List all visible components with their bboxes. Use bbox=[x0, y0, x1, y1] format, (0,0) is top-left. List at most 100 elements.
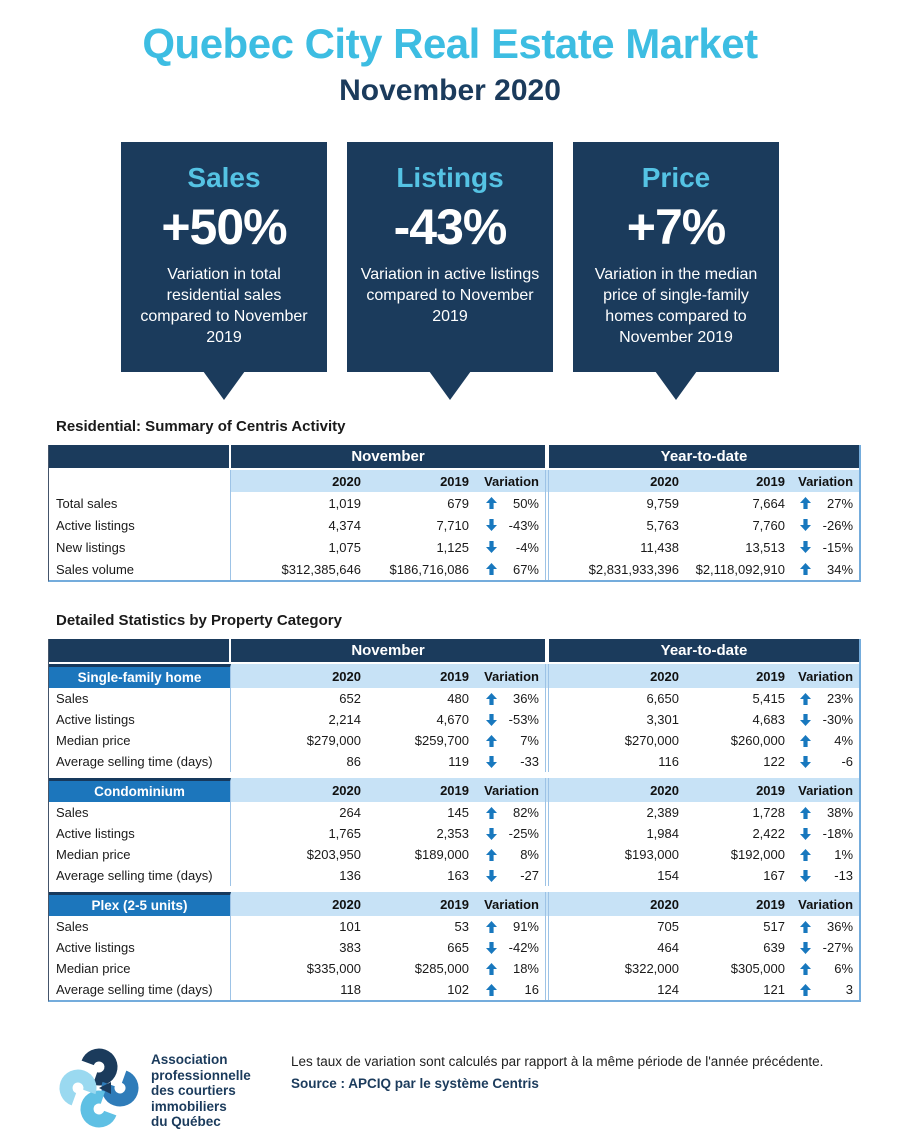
table-row-avg-selling-time: Average selling time (days) 86 119 -33 1… bbox=[49, 751, 860, 772]
variation-arrow-icon bbox=[486, 563, 497, 575]
variation-arrow-icon bbox=[800, 848, 812, 861]
footnote-block: Les taux de variation sont calculés par … bbox=[291, 1054, 823, 1091]
category-header-row-condominium: Condominium 2020 2019 Variation 2020 201… bbox=[49, 778, 860, 802]
variation-note: Les taux de variation sont calculés par … bbox=[291, 1054, 824, 1069]
variation-value: 8% bbox=[520, 847, 539, 862]
ytd-2019-value: 517 bbox=[689, 916, 795, 937]
nov-variation-cell: -4% bbox=[479, 536, 545, 558]
col-header-2020: 2020 bbox=[231, 470, 371, 492]
logo-text-line: du Québec bbox=[151, 1114, 221, 1129]
callout-value: +7% bbox=[626, 199, 726, 255]
col-header-variation: Variation bbox=[479, 778, 545, 802]
column-header-row: 2020 2019 Variation 2020 2019 Variation bbox=[49, 470, 860, 492]
nov-2020-value: $279,000 bbox=[231, 730, 371, 751]
callout-title: Price bbox=[641, 162, 711, 193]
ytd-2019-value: $260,000 bbox=[689, 730, 795, 751]
callout-sales: Sales +50% Variation in total residentia… bbox=[121, 142, 327, 372]
variation-arrow-icon bbox=[800, 692, 812, 705]
section-spacer bbox=[49, 886, 860, 892]
category-header-row-single-family: Single-family home 2020 2019 Variation 2… bbox=[49, 664, 860, 688]
group-divider bbox=[545, 558, 549, 580]
ytd-2020-value: 9,759 bbox=[549, 492, 689, 514]
variation-arrow-icon bbox=[800, 962, 812, 975]
ytd-2020-value: $270,000 bbox=[549, 730, 689, 751]
variation-arrow-icon bbox=[486, 541, 497, 553]
col-header-2019: 2019 bbox=[689, 664, 795, 688]
nov-2019-value: 4,670 bbox=[371, 709, 479, 730]
row-label: Total sales bbox=[49, 492, 231, 514]
row-label: New listings bbox=[49, 536, 231, 558]
ytd-variation-cell: -30% bbox=[795, 709, 860, 730]
nov-2019-value: $189,000 bbox=[371, 844, 479, 865]
col-header-2020: 2020 bbox=[231, 778, 371, 802]
col-header-variation: Variation bbox=[795, 892, 860, 916]
table-row-sales-volume: Sales volume $312,385,646 $186,716,086 6… bbox=[49, 558, 860, 580]
variation-value: 3 bbox=[845, 982, 854, 997]
nov-2020-value: 264 bbox=[231, 802, 371, 823]
group-divider bbox=[545, 492, 549, 514]
group-divider bbox=[545, 892, 549, 916]
row-label: Active listings bbox=[49, 937, 231, 958]
ytd-2020-value: 124 bbox=[549, 979, 689, 1000]
callout-listings: Listings -43% Variation in active listin… bbox=[347, 142, 553, 372]
variation-value: -13 bbox=[834, 868, 854, 883]
variation-value: -6 bbox=[841, 754, 854, 769]
col-header-variation: Variation bbox=[479, 892, 545, 916]
nov-variation-cell: -53% bbox=[479, 709, 545, 730]
nov-2019-value: 145 bbox=[371, 802, 479, 823]
col-header-variation: Variation bbox=[795, 778, 860, 802]
summary-table: November Year-to-date 2020 2019 Variatio… bbox=[48, 445, 862, 582]
variation-value: -33 bbox=[520, 754, 539, 769]
table-row-median-price: Median price $279,000 $259,700 7% $270,0… bbox=[49, 730, 860, 751]
variation-value: 82% bbox=[512, 805, 539, 820]
ytd-variation-cell: -15% bbox=[795, 536, 860, 558]
table-row-median-price: Median price $335,000 $285,000 18% $322,… bbox=[49, 958, 860, 979]
table-row-active-listings: Active listings 2,214 4,670 -53% 3,301 4… bbox=[49, 709, 860, 730]
variation-value: -4% bbox=[515, 539, 539, 555]
nov-variation-cell: 50% bbox=[479, 492, 545, 514]
col-header-2019: 2019 bbox=[689, 892, 795, 916]
callout-value: +50% bbox=[161, 199, 287, 255]
col-header-variation: Variation bbox=[479, 470, 545, 492]
nov-2020-value: 101 bbox=[231, 916, 371, 937]
callout-description: Variation in total residential sales com… bbox=[140, 266, 308, 347]
ytd-2020-value: $193,000 bbox=[549, 844, 689, 865]
nov-2019-value: 163 bbox=[371, 865, 479, 886]
callout-title: Listings bbox=[396, 162, 504, 193]
row-label: Average selling time (days) bbox=[49, 751, 231, 772]
row-label: Average selling time (days) bbox=[49, 979, 231, 1000]
ytd-2019-value: 122 bbox=[689, 751, 795, 772]
ytd-2019-value: 121 bbox=[689, 979, 795, 1000]
variation-arrow-icon bbox=[800, 519, 812, 531]
group-header-november: November bbox=[231, 639, 545, 664]
group-divider bbox=[545, 664, 549, 688]
col-header-2020: 2020 bbox=[549, 778, 689, 802]
variation-arrow-icon bbox=[800, 869, 812, 882]
group-divider bbox=[545, 514, 549, 536]
ytd-variation-cell: 38% bbox=[795, 802, 860, 823]
ytd-2019-value: 4,683 bbox=[689, 709, 795, 730]
col-header-2020: 2020 bbox=[231, 892, 371, 916]
ytd-2019-value: 7,760 bbox=[689, 514, 795, 536]
variation-arrow-icon bbox=[486, 713, 497, 726]
ytd-variation-cell: 6% bbox=[795, 958, 860, 979]
variation-arrow-icon bbox=[800, 920, 812, 933]
ytd-variation-cell: 3 bbox=[795, 979, 860, 1000]
variation-arrow-icon bbox=[800, 541, 812, 553]
nov-2020-value: 383 bbox=[231, 937, 371, 958]
callout-value: -43% bbox=[393, 199, 508, 255]
ytd-variation-cell: 23% bbox=[795, 688, 860, 709]
callout-cards: Sales +50% Variation in total residentia… bbox=[0, 142, 900, 372]
table-row-avg-selling-time: Average selling time (days) 118 102 16 1… bbox=[49, 979, 860, 1000]
variation-arrow-icon bbox=[486, 869, 497, 882]
nov-2019-value: 665 bbox=[371, 937, 479, 958]
ytd-2019-value: 13,513 bbox=[689, 536, 795, 558]
nov-2019-value: 119 bbox=[371, 751, 479, 772]
ytd-2019-value: $192,000 bbox=[689, 844, 795, 865]
nov-variation-cell: 18% bbox=[479, 958, 545, 979]
nov-variation-cell: -42% bbox=[479, 937, 545, 958]
row-label: Sales bbox=[49, 688, 231, 709]
ytd-2019-value: $305,000 bbox=[689, 958, 795, 979]
variation-value: 36% bbox=[512, 691, 539, 706]
ytd-variation-cell: -13 bbox=[795, 865, 860, 886]
